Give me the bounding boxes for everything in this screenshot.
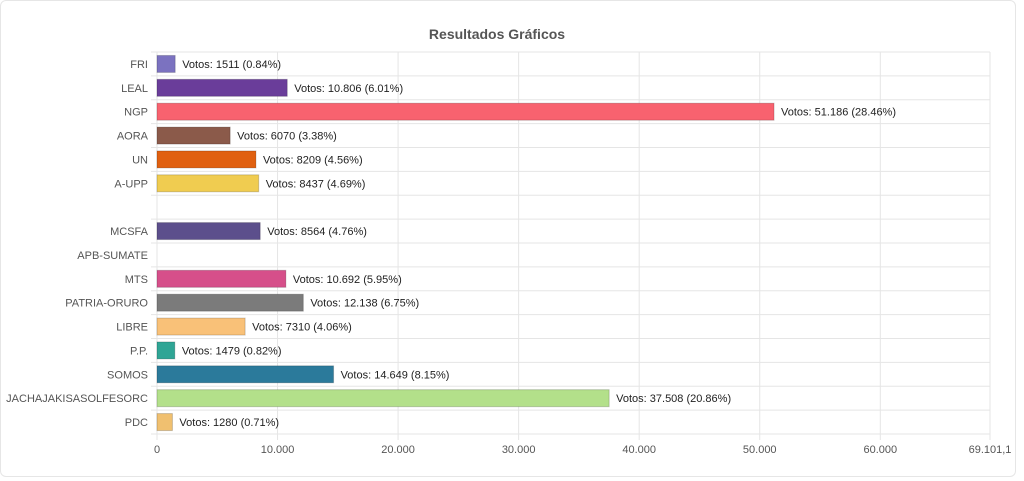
category-label: UN xyxy=(132,154,148,166)
x-tick-label: 69.101,1 xyxy=(969,444,1012,456)
category-label: MTS xyxy=(125,274,148,286)
category-labels: FRI LEAL NGP AORA UN A-UPP MCSFA APB-SUMATE MTS P… xyxy=(6,59,148,429)
bar[interactable] xyxy=(156,317,246,336)
bar-data-label: Votos: 37.508 (20.86%) xyxy=(616,393,731,405)
category-label: LEAL xyxy=(121,83,148,95)
chart-title: Resultados Gráficos xyxy=(429,26,565,42)
category-label: SOMOS xyxy=(107,369,148,381)
data-labels: Votos: 1511 (0.84%) Votos: 10.806 (6.01%)… xyxy=(179,59,896,429)
bars xyxy=(156,54,775,432)
category-label: P.P. xyxy=(130,345,148,357)
bar[interactable] xyxy=(156,174,260,193)
bar-data-label: Votos: 8209 (4.56%) xyxy=(263,154,363,166)
x-tick-label: 20.000 xyxy=(381,444,415,456)
bar[interactable] xyxy=(156,269,287,288)
category-label: NGP xyxy=(124,107,148,119)
category-label: LIBRE xyxy=(116,322,148,334)
x-tick-label: 50.000 xyxy=(743,444,777,456)
x-axis-ticks: 0 10.000 20.000 30.000 40.000 50.000 60.000 69.… xyxy=(154,444,1011,456)
bar[interactable] xyxy=(156,150,257,169)
bar-data-label: Votos: 7310 (4.06%) xyxy=(252,322,352,334)
x-tick-label: 0 xyxy=(154,444,160,456)
bar-data-label: Votos: 1479 (0.82%) xyxy=(182,345,282,357)
x-tick-label: 30.000 xyxy=(502,444,536,456)
bar[interactable] xyxy=(156,413,173,432)
bar[interactable] xyxy=(156,365,335,384)
bar[interactable] xyxy=(156,389,610,408)
bar[interactable] xyxy=(156,102,775,121)
bar[interactable] xyxy=(156,222,261,241)
bar-data-label: Votos: 6070 (3.38%) xyxy=(237,131,337,143)
x-tick-label: 40.000 xyxy=(622,444,656,456)
bar-data-label: Votos: 14.649 (8.15%) xyxy=(341,369,450,381)
category-label: PDC xyxy=(125,417,148,429)
bar-data-label: Votos: 8437 (4.69%) xyxy=(266,178,366,190)
bar[interactable] xyxy=(156,293,304,312)
bar[interactable] xyxy=(156,54,176,73)
bar[interactable] xyxy=(156,78,288,97)
category-label: JACHAJAKISASOLFESORC xyxy=(6,393,148,405)
bar-data-label: Votos: 1280 (0.71%) xyxy=(179,417,279,429)
x-tick-label: 60.000 xyxy=(863,444,897,456)
bar-data-label: Votos: 12.138 (6.75%) xyxy=(310,298,419,310)
bar-data-label: Votos: 10.806 (6.01%) xyxy=(294,83,403,95)
category-label: APB-SUMATE xyxy=(77,250,148,262)
x-tick-label: 10.000 xyxy=(261,444,295,456)
category-label: A-UPP xyxy=(114,178,148,190)
category-label: AORA xyxy=(117,131,149,143)
category-label: FRI xyxy=(130,59,148,71)
bar-data-label: Votos: 1511 (0.84%) xyxy=(182,59,281,71)
bar[interactable] xyxy=(156,126,231,145)
category-label: MCSFA xyxy=(110,226,149,238)
category-label: PATRIA-ORURO xyxy=(65,298,148,310)
bar-data-label: Votos: 8564 (4.76%) xyxy=(267,226,367,238)
bar-data-label: Votos: 51.186 (28.46%) xyxy=(781,107,896,119)
bar-data-label: Votos: 10.692 (5.95%) xyxy=(293,274,402,286)
bar[interactable] xyxy=(156,341,176,360)
